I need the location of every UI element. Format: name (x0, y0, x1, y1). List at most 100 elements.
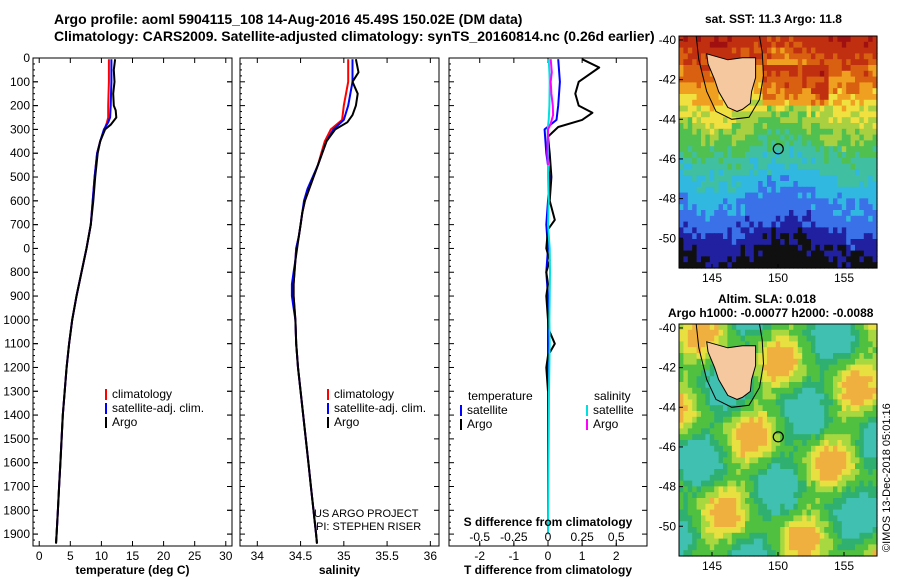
map-cell (784, 65, 790, 72)
map-cell (731, 492, 737, 499)
map-cell (705, 445, 711, 453)
map-cell (753, 169, 759, 176)
map-cell (780, 347, 786, 354)
map-cell (731, 239, 737, 246)
map-cell (775, 376, 781, 383)
map-cell (745, 140, 750, 147)
map-cell (753, 233, 759, 240)
map-cell (692, 329, 698, 337)
map-cell (824, 498, 830, 505)
map-cell (679, 111, 684, 118)
map-cell (692, 198, 698, 205)
map-cell (872, 233, 878, 240)
map-cell (815, 341, 821, 348)
map-cell (687, 36, 693, 43)
map-cell (762, 416, 768, 424)
map-cell (727, 53, 733, 60)
map-cell (767, 370, 772, 377)
map-cell (815, 393, 821, 400)
map-cell (815, 134, 821, 141)
map-cell (855, 88, 860, 95)
map-cell (767, 186, 772, 194)
map-cell (855, 457, 860, 464)
map-cell (859, 76, 865, 83)
map-cell (806, 169, 812, 176)
y-tick-label: 0 (23, 51, 30, 65)
map-cell (692, 347, 698, 354)
map-cell (687, 256, 693, 263)
map-cell (837, 376, 843, 383)
map-cell (705, 550, 711, 557)
map-cell (762, 99, 768, 107)
map-cell (841, 227, 847, 234)
map-cell (723, 47, 728, 54)
map-cell (727, 198, 733, 205)
map-cell (815, 128, 821, 136)
map-pixels (679, 324, 878, 557)
map-cell (780, 358, 786, 366)
map-cell (771, 128, 777, 136)
map-cell (855, 53, 860, 60)
map-cell (714, 94, 720, 101)
map-cell (806, 515, 812, 522)
map-cell (731, 498, 737, 505)
map-cell (705, 463, 711, 470)
map-cell (819, 393, 825, 400)
map-cell (841, 329, 847, 337)
map-cell (846, 152, 852, 159)
map-cell (850, 405, 856, 412)
map-cell (709, 399, 715, 406)
map-cell (771, 186, 777, 194)
map-cell (811, 76, 816, 83)
map-cell (811, 128, 816, 136)
map-cell (745, 134, 750, 141)
map-cell (815, 498, 821, 505)
map-cell (855, 105, 860, 112)
map-cell (863, 134, 869, 141)
map-cell (811, 157, 816, 165)
map-cell (837, 59, 843, 66)
map-cell (683, 538, 689, 545)
map-cell (789, 428, 794, 435)
map-cell (767, 221, 772, 228)
map-cell (868, 163, 874, 170)
map-cell (815, 111, 821, 118)
map-cell (824, 544, 830, 551)
map-cell (714, 181, 720, 188)
map-cell (727, 480, 733, 487)
map-cell (793, 163, 799, 170)
map-cell (797, 140, 803, 147)
map-cell (846, 335, 852, 342)
map-cell (872, 422, 878, 429)
map-cell (758, 70, 764, 78)
map-cell (740, 169, 746, 176)
map-cell (753, 492, 759, 499)
map-cell (692, 422, 698, 429)
map-cell (863, 157, 869, 165)
map-cell (784, 393, 790, 400)
map-cell (692, 399, 698, 406)
map-cell (723, 215, 728, 223)
map-cell (762, 428, 768, 435)
map-cell (802, 382, 808, 389)
map-cell (740, 262, 746, 269)
map-cell (745, 250, 750, 257)
map-cell (868, 256, 874, 263)
map-cell (784, 169, 790, 176)
map-cell (828, 41, 834, 49)
map-y-tick-label: -44 (659, 112, 677, 126)
map-cell (789, 221, 794, 228)
map-cell (679, 123, 684, 130)
map-cell (771, 428, 777, 435)
map-cell (709, 198, 715, 205)
top-x-tick-label: 0.25 (570, 530, 594, 544)
map-cell (793, 140, 799, 147)
map-cell (780, 88, 786, 95)
map-cell (714, 41, 720, 49)
map-cell (859, 99, 865, 107)
map-cell (767, 492, 772, 499)
map-cell (683, 233, 689, 240)
map-cell (780, 382, 786, 389)
map-cell (824, 169, 830, 176)
map-cell (714, 393, 720, 400)
